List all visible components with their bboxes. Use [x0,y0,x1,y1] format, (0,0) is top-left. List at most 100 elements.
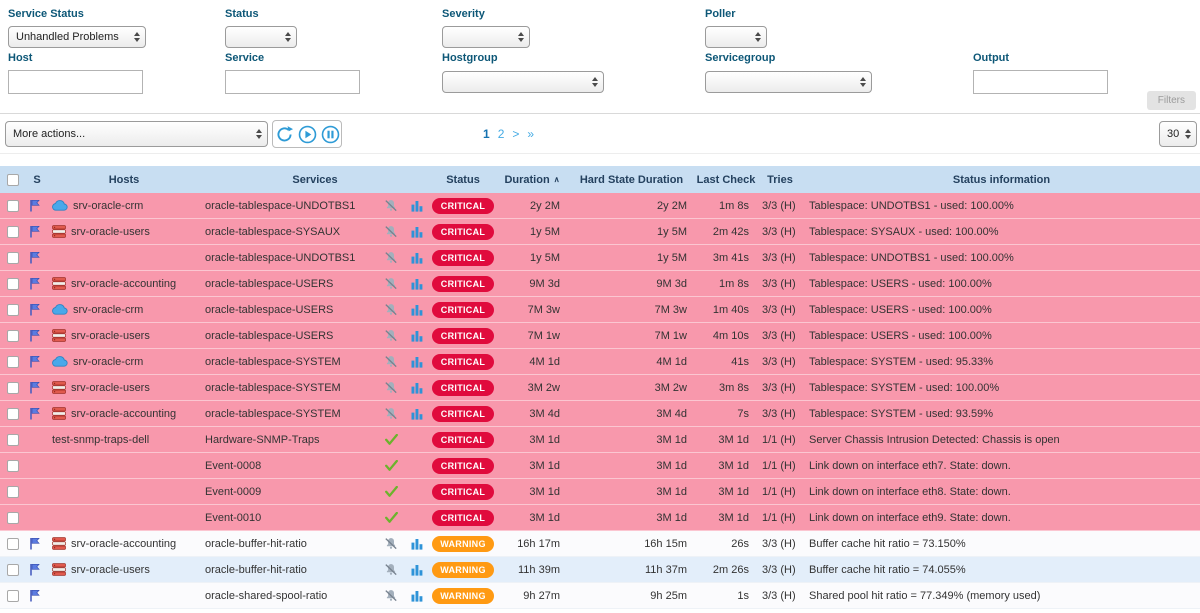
filter-label-output: Output [973,52,1010,64]
hostgroup-select[interactable] [442,71,604,93]
duration: 9M 3d [529,277,560,290]
database-icon [52,381,66,394]
performance-graph-icon[interactable] [411,304,423,316]
row-checkbox[interactable] [7,433,19,446]
service-name[interactable]: oracle-tablespace-SYSTEM [205,355,341,368]
host-input[interactable] [8,70,143,94]
notifications-disabled-icon [385,329,397,342]
column-header-status[interactable]: Status [446,173,480,186]
row-checkbox[interactable] [7,537,19,550]
host-name[interactable]: srv-oracle-crm [73,303,144,316]
play-icon[interactable] [297,124,317,144]
host-name[interactable]: srv-oracle-accounting [71,277,177,290]
host-name[interactable]: srv-oracle-crm [73,199,144,212]
column-header-tries[interactable]: Tries [767,173,793,186]
service-name[interactable]: oracle-tablespace-SYSTEM [205,381,341,394]
host-name[interactable]: test-snmp-traps-dell [52,433,150,446]
row-checkbox[interactable] [7,277,19,290]
select-all-checkbox[interactable] [7,173,19,186]
service-name[interactable]: oracle-tablespace-UNDOTBS1 [205,251,356,264]
service-name[interactable]: Event-0008 [205,459,262,472]
column-header-hosts[interactable]: Hosts [108,173,140,186]
performance-graph-icon[interactable] [411,408,423,420]
passive-check-icon [384,434,398,445]
column-header-hard-state-duration[interactable]: Hard State Duration [579,173,684,186]
service-name[interactable]: oracle-tablespace-SYSTEM [205,407,341,420]
select-arrows-icon [755,32,761,42]
row-checkbox[interactable] [7,381,19,394]
last-check: 4m 10s [712,329,749,342]
notifications-disabled-icon [385,225,397,238]
row-checkbox[interactable] [7,563,19,576]
performance-graph-icon[interactable] [411,252,423,264]
performance-graph-icon[interactable] [411,278,423,290]
service-name[interactable]: Hardware-SNMP-Traps [205,433,320,446]
host-name[interactable]: srv-oracle-users [71,225,150,238]
service-status-select[interactable]: Unhandled Problems [8,26,146,48]
filter-label-poller: Poller [705,8,736,20]
status-select[interactable] [225,26,297,48]
performance-graph-icon[interactable] [411,538,423,550]
pause-icon[interactable] [320,124,340,144]
host-name[interactable]: srv-oracle-users [71,563,150,576]
row-checkbox[interactable] [7,589,19,602]
refresh-icon[interactable] [274,124,294,144]
hard-state-duration: 16h 15m [644,537,687,550]
severity-select[interactable] [442,26,530,48]
output-input[interactable] [973,70,1108,94]
host-name[interactable]: srv-oracle-accounting [71,537,177,550]
service-input[interactable] [225,70,360,94]
service-name[interactable]: oracle-buffer-hit-ratio [205,537,307,550]
column-header-status-information[interactable]: Status information [952,173,1051,186]
tries: 3/3 (H) [762,329,796,342]
passive-check-icon [384,460,398,471]
page-2[interactable]: 2 [497,127,505,141]
page-1[interactable]: 1 [483,127,490,141]
service-name[interactable]: oracle-tablespace-SYSAUX [205,225,341,238]
host-name[interactable]: srv-oracle-crm [73,355,144,368]
tries: 3/3 (H) [762,355,796,368]
host-name[interactable]: srv-oracle-users [71,381,150,394]
row-checkbox[interactable] [7,251,19,264]
performance-graph-icon[interactable] [411,330,423,342]
filters-button[interactable]: Filters [1146,91,1196,110]
servicegroup-select[interactable] [705,71,872,93]
row-checkbox[interactable] [7,511,19,524]
row-checkbox[interactable] [7,329,19,342]
service-name[interactable]: oracle-tablespace-USERS [205,329,334,342]
host-name[interactable]: srv-oracle-accounting [71,407,177,420]
row-checkbox[interactable] [7,199,19,212]
page-size-select[interactable]: 30 [1159,121,1197,147]
column-header-last-check[interactable]: Last Check [696,173,756,186]
table-row: srv-oracle-accounting oracle-buffer-hit-r… [0,531,1200,557]
row-checkbox[interactable] [7,407,19,420]
service-name[interactable]: Event-0009 [205,485,262,498]
column-header-duration[interactable]: Duration ∧ [504,173,560,186]
service-name[interactable]: Event-0010 [205,511,262,524]
performance-graph-icon[interactable] [411,356,423,368]
row-checkbox[interactable] [7,459,19,472]
performance-graph-icon[interactable] [411,382,423,394]
column-header-s[interactable]: S [33,173,41,186]
row-checkbox[interactable] [7,225,19,238]
performance-graph-icon[interactable] [411,590,423,602]
last-page-link[interactable]: » [527,127,535,141]
host-name[interactable]: srv-oracle-users [71,329,150,342]
service-name[interactable]: oracle-buffer-hit-ratio [205,563,307,576]
column-header-services[interactable]: Services [292,173,338,186]
service-name[interactable]: oracle-tablespace-UNDOTBS1 [205,199,356,212]
service-name[interactable]: oracle-tablespace-USERS [205,303,334,316]
performance-graph-icon[interactable] [411,226,423,238]
service-name[interactable]: oracle-tablespace-USERS [205,277,334,290]
row-checkbox[interactable] [7,355,19,368]
select-arrows-icon [285,32,291,42]
more-actions-select[interactable]: More actions... [5,121,268,147]
poller-select[interactable] [705,26,767,48]
row-checkbox[interactable] [7,485,19,498]
notifications-disabled-icon [385,563,397,576]
next-page-link[interactable]: > [512,127,520,141]
row-checkbox[interactable] [7,303,19,316]
performance-graph-icon[interactable] [411,564,423,576]
performance-graph-icon[interactable] [411,200,423,212]
service-name[interactable]: oracle-shared-spool-ratio [205,589,328,602]
